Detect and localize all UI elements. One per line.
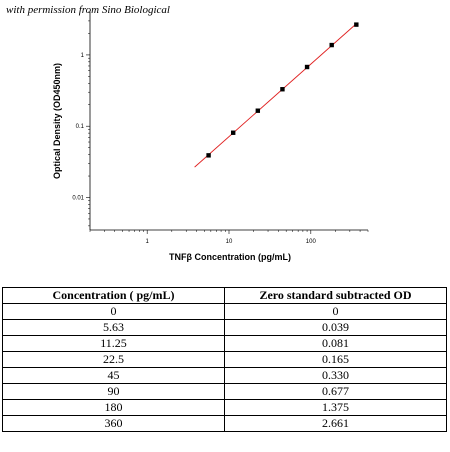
data-point: [354, 22, 359, 27]
data-point: [280, 87, 285, 92]
table-cell: 2.661: [224, 415, 447, 432]
table-cell: 0.330: [224, 367, 447, 384]
header-od: Zero standard subtracted OD: [224, 287, 447, 304]
standard-curve-chart: 1 10 100 0.01 0.1 1 TNFβ Concentration (pg/mL…: [52, 11, 369, 262]
table-header-row: Concentration ( pg/mL) Zero standard sub…: [2, 287, 447, 304]
table-cell: 0.039: [224, 319, 447, 336]
table-cell: 5.63: [2, 319, 225, 336]
x-tick-label: 100: [306, 239, 317, 245]
watermark-text: with permission from Sino Biological: [6, 4, 170, 16]
y-tick-label: 0.1: [76, 124, 85, 130]
fit-line: [194, 23, 357, 168]
x-axis-label: TNFβ Concentration (pg/mL): [169, 252, 291, 262]
data-point: [230, 130, 236, 135]
table-cell: 1.375: [224, 399, 447, 416]
table-cell: 0: [2, 303, 225, 320]
table-row: 11.25 0.081: [2, 335, 447, 352]
axis-ticks: 1 10 100 0.01 0.1 1: [72, 11, 369, 245]
table-row: 360 2.661: [2, 415, 447, 432]
plot-frame: [89, 12, 368, 231]
x-tick-label: 1: [146, 239, 150, 245]
data-point: [329, 42, 334, 48]
table-cell: 45: [2, 367, 225, 384]
table-cell: 180: [2, 399, 225, 416]
x-tick-label: 10: [226, 239, 233, 245]
table-cell: 360: [2, 415, 225, 432]
data-point: [255, 108, 261, 113]
y-tick-label: 1: [81, 53, 85, 59]
table-row: 45 0.330: [2, 367, 447, 384]
y-tick-label: 0.01: [72, 195, 84, 201]
data-point: [304, 64, 310, 70]
fit-line-group: [194, 23, 357, 168]
header-concentration: Concentration ( pg/mL): [2, 287, 225, 304]
table-row: 22.5 0.165: [2, 351, 447, 368]
table-cell: 0.081: [224, 335, 447, 352]
table-cell: 0: [224, 303, 447, 320]
y-axis-label: Optical Density (OD450nm): [52, 63, 62, 179]
table-row: 180 1.375: [2, 399, 447, 416]
data-points: [206, 22, 359, 158]
table-row: 90 0.677: [2, 383, 447, 400]
data-point: [206, 153, 211, 158]
table-cell: 11.25: [2, 335, 225, 352]
table-row: 5.63 0.039: [2, 319, 447, 336]
data-table: Concentration ( pg/mL) Zero standard sub…: [2, 287, 447, 432]
table-cell: 0.677: [224, 383, 447, 400]
table-cell: 90: [2, 383, 225, 400]
table-cell: 22.5: [2, 351, 225, 368]
table-cell: 0.165: [224, 351, 447, 368]
